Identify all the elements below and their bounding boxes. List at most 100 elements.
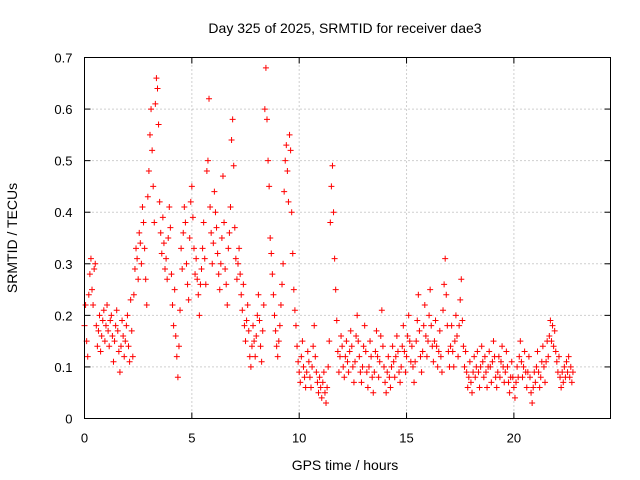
data-point: [177, 307, 184, 314]
data-point: [357, 369, 364, 376]
data-point: [283, 142, 290, 149]
data-point: [525, 353, 532, 360]
data-point: [456, 322, 463, 329]
data-point: [114, 327, 121, 334]
data-point: [171, 286, 178, 293]
data-point: [315, 389, 322, 396]
chart-title: Day 325 of 2025, SRMTID for receiver dae…: [208, 20, 481, 36]
data-point: [223, 281, 230, 288]
data-point: [498, 358, 505, 365]
data-point: [92, 260, 99, 267]
data-point: [399, 343, 406, 350]
data-point: [561, 363, 568, 370]
data-point: [377, 332, 384, 339]
data-point: [474, 348, 481, 355]
data-point: [233, 276, 240, 283]
data-point: [276, 322, 283, 329]
data-point: [519, 374, 526, 381]
data-point: [529, 400, 536, 407]
data-point: [257, 343, 264, 350]
data-point: [443, 291, 450, 298]
data-point: [422, 332, 429, 339]
data-point: [301, 374, 308, 381]
data-point: [183, 260, 190, 267]
data-point: [127, 296, 134, 303]
data-point: [287, 147, 294, 154]
data-point: [537, 374, 544, 381]
data-point: [567, 363, 574, 370]
data-point: [484, 384, 491, 391]
data-point: [263, 116, 270, 123]
x-tick-label: 0: [81, 431, 88, 446]
data-point: [139, 204, 146, 211]
data-point: [516, 353, 523, 360]
data-point: [158, 250, 165, 257]
data-point: [327, 219, 334, 226]
data-point: [423, 353, 430, 360]
data-point: [504, 363, 511, 370]
data-point: [502, 369, 509, 376]
data-point: [513, 379, 520, 386]
data-point: [265, 157, 272, 164]
data-point: [458, 276, 465, 283]
data-point: [164, 276, 171, 283]
data-point: [86, 271, 93, 278]
data-point: [401, 348, 408, 355]
data-point: [564, 369, 571, 376]
data-point: [396, 369, 403, 376]
data-point: [437, 353, 444, 360]
data-point: [194, 276, 201, 283]
data-point: [251, 338, 258, 345]
data-point: [172, 332, 179, 339]
data-point: [455, 353, 462, 360]
data-point: [106, 343, 113, 350]
data-point: [180, 229, 187, 236]
data-point: [518, 358, 525, 365]
data-point: [159, 214, 166, 221]
data-point: [465, 374, 472, 381]
data-point: [96, 312, 103, 319]
data-point: [319, 379, 326, 386]
data-point: [361, 322, 368, 329]
y-tick-label: 0: [65, 412, 72, 427]
x-tick-label: 15: [399, 431, 413, 446]
data-point: [204, 157, 211, 164]
data-point: [259, 327, 266, 334]
data-point: [486, 348, 493, 355]
data-point: [482, 369, 489, 376]
data-point: [145, 167, 152, 174]
data-point: [365, 363, 372, 370]
data-point: [447, 343, 454, 350]
data-point: [528, 389, 535, 396]
data-point: [240, 281, 247, 288]
data-point: [530, 384, 537, 391]
data-point: [451, 338, 458, 345]
data-point: [98, 332, 105, 339]
data-point: [166, 204, 173, 211]
data-point: [432, 317, 439, 324]
data-point: [215, 271, 222, 278]
data-point: [200, 219, 207, 226]
data-point: [557, 374, 564, 381]
data-point: [336, 353, 343, 360]
data-point: [120, 332, 127, 339]
data-point: [363, 369, 370, 376]
data-point: [325, 363, 332, 370]
data-point: [186, 235, 193, 241]
data-point: [426, 312, 433, 319]
data-point: [328, 183, 335, 190]
data-point: [85, 291, 92, 298]
data-point: [487, 363, 494, 370]
x-tick-label: 20: [507, 431, 521, 446]
data-point: [340, 363, 347, 370]
data-point: [520, 363, 527, 370]
data-point: [394, 348, 401, 355]
data-point: [117, 343, 124, 350]
data-point: [368, 353, 375, 360]
data-point: [188, 183, 195, 190]
data-point: [409, 363, 416, 370]
data-point: [89, 286, 96, 293]
data-point: [463, 369, 470, 376]
data-point: [116, 369, 123, 376]
data-point: [122, 338, 129, 345]
